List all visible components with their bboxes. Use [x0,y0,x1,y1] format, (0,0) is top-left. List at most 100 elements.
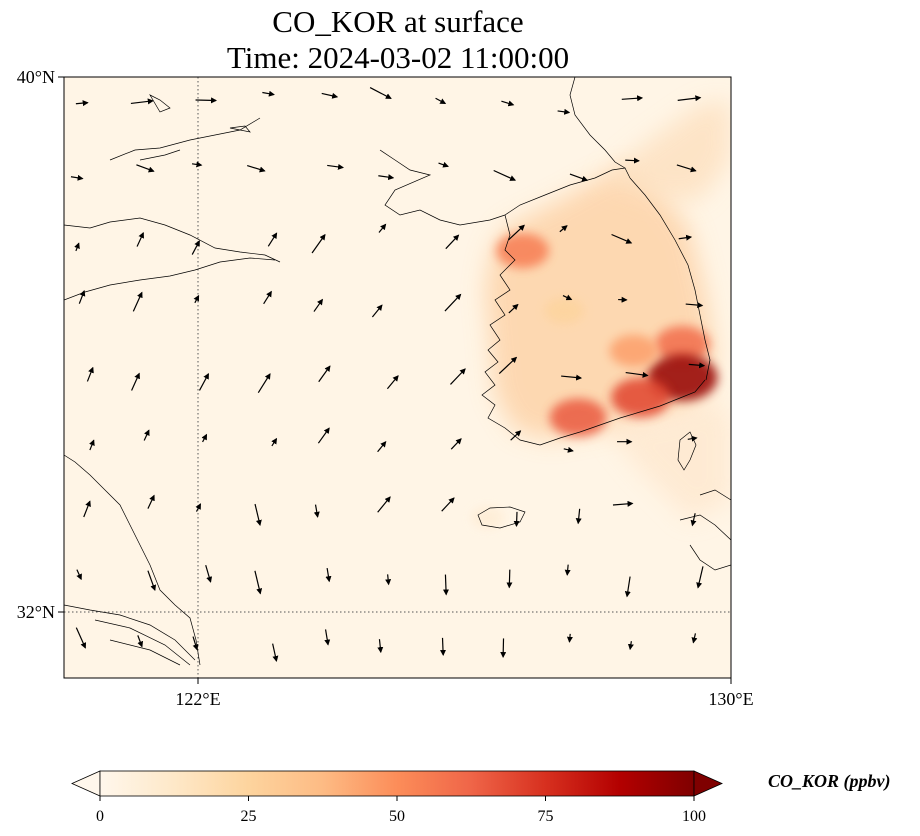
wind-arrow [450,438,462,450]
tsushima-island [677,431,697,471]
wind-arrow [627,641,634,651]
yalu-korea-border [504,167,631,216]
wind-arrow [76,569,82,581]
wind-arrow [677,95,702,102]
korea-south-coast [539,379,706,446]
wind-arrow [513,511,520,528]
wind-arrow [687,435,698,442]
shandong-coast [64,257,276,301]
lat-tick-label-40: 40°N [17,67,55,87]
wind-arrow [438,161,449,168]
wind-arrow [691,633,698,644]
wind-arrow [625,157,640,164]
wind-arrow [685,302,704,309]
wind-arrow [439,637,446,656]
wind-arrow [131,372,140,391]
colorbar: 0 25 50 75 100 [71,770,723,825]
wind-arrow [325,567,332,583]
wind-arrow [254,503,262,527]
wind-arrow [313,298,323,312]
wind-arrow [559,225,568,233]
wind-arrow [195,503,201,512]
wind-arrow [136,231,144,247]
wind-arrow [74,242,80,252]
bohai-islands [149,94,251,133]
wind-arrow [83,500,91,518]
kyushu-coast [679,489,731,571]
wind-arrow [569,173,589,182]
coastlines [64,77,731,666]
lon-axis: 122°E 130°E [175,678,754,709]
wind-arrow [191,240,200,255]
wind-arrow [696,566,704,589]
wind-arrow [321,92,339,99]
wind-arrow [267,232,278,247]
korea-east-coast [629,177,711,381]
hotspot [544,297,585,324]
wind-arrow [688,362,706,369]
wind-arrow [563,446,574,453]
wind-arrow [70,174,84,181]
wind-arrow [371,304,383,318]
colorbar-extend-low [71,770,101,797]
wind-arrow [625,371,649,378]
wind-arrow [564,564,571,576]
hotspot [609,334,658,367]
north-korea-east-coast [569,77,626,169]
wind-arrow [191,161,203,168]
wind-arrow [561,374,583,381]
wind-arrow [192,636,199,651]
wind-arrow [257,373,271,394]
colorbar-ticks: 0 25 50 75 100 [96,796,706,825]
wind-arrow [247,164,266,173]
wind-arrow [137,635,144,648]
liaoning-korea-bay-coast [379,149,506,226]
map-title-line1: CO_KOR at surface [272,4,524,39]
wind-arrow [377,441,387,453]
lon-tick-label-130: 130°E [708,689,753,709]
wind-arrow [385,574,392,586]
wind-arrow [147,570,157,592]
china-northeast-coast [64,217,281,263]
wind-arrow [498,356,518,375]
hotspot [611,377,671,418]
wind-arrow [386,375,399,390]
wind-arrow [317,427,330,444]
wind-arrow [501,100,515,107]
lon-tick-label-122: 122°E [175,689,220,709]
wind-arrow [510,430,522,441]
wind-arrow [624,576,631,598]
jeju-island [477,506,526,529]
wind-arrow [193,294,200,304]
wind-arrow [378,223,387,233]
wind-arrow [378,174,395,181]
colorbar-tick-label: 75 [538,808,554,825]
wind-arrow [78,289,86,304]
wind-arrow [271,437,278,447]
colorbar-tick-label: 100 [682,808,706,825]
wind-arrow [369,87,392,99]
jiangsu-coast [64,454,201,666]
wind-arrow [132,291,143,312]
hotspot [549,398,607,437]
wind-arrow [690,513,697,527]
wind-arrow [508,303,519,314]
wind-arrow [205,565,213,583]
wind-arrow [272,643,279,662]
wind-arrow [562,294,573,301]
wind-vectors [70,87,706,662]
wind-arrow [201,433,208,443]
wind-arrow [75,100,89,107]
colorbar-title: CO_KOR (ppbv) [768,771,891,791]
plume-southeast [600,400,731,520]
wind-arrow [441,497,455,512]
colorbar-tick-label: 0 [96,808,104,825]
colorbar-extend-high [693,770,723,797]
lat-axis: 40°N 32°N [17,67,64,622]
wind-arrow [130,98,154,105]
wind-arrow [327,163,344,170]
wind-arrow [86,366,94,382]
wind-arrow [143,429,150,441]
wind-arrow [263,290,272,305]
